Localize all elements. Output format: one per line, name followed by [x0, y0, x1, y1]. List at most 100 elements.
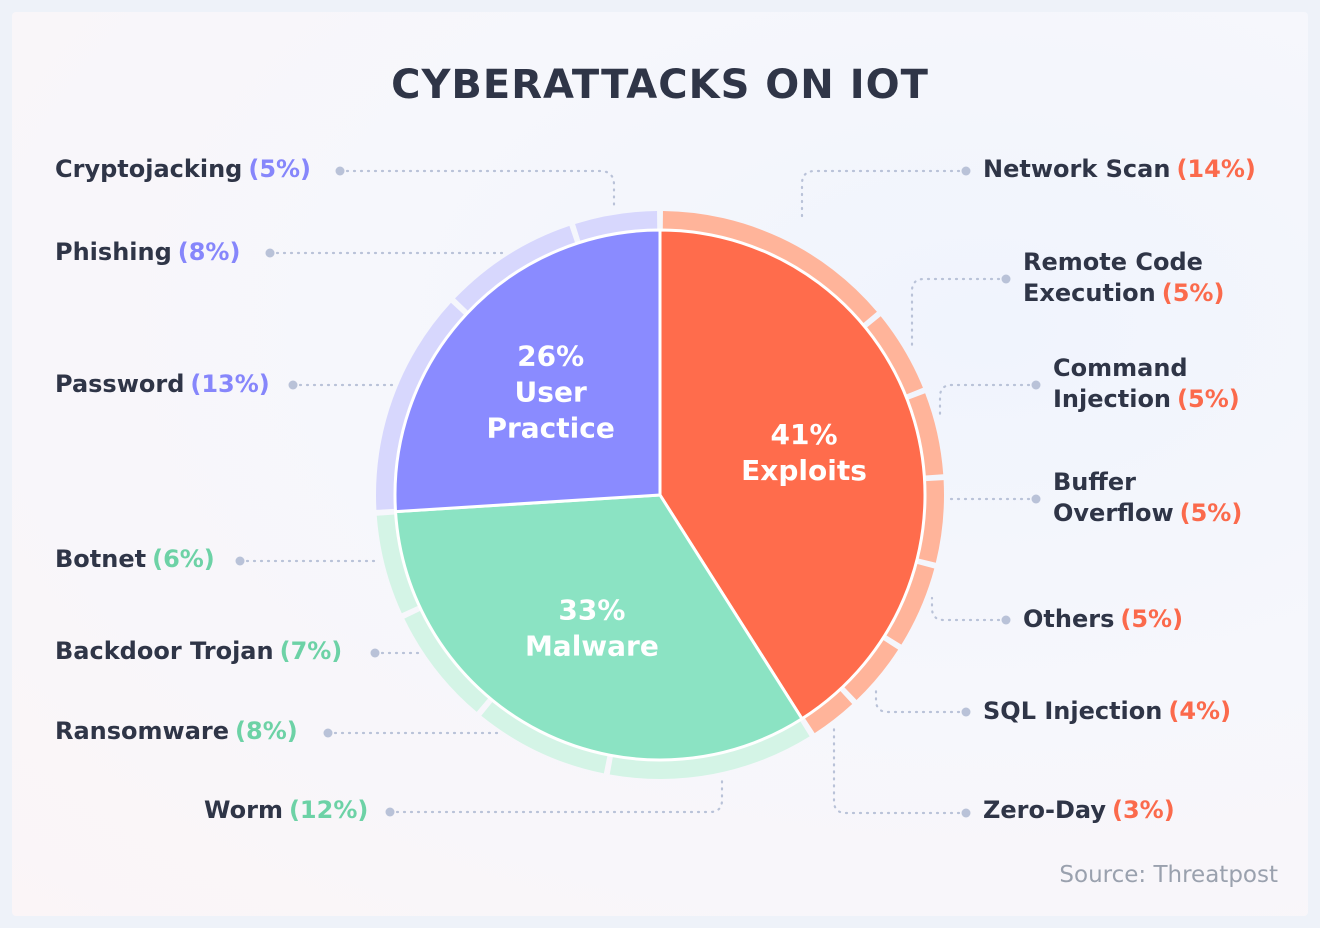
slice-label-line: 33%	[558, 594, 625, 627]
label-name: Worm	[204, 796, 283, 824]
label-name: SQL Injection	[983, 697, 1163, 725]
ring-segment-phishing	[455, 225, 576, 311]
leader-dot	[1031, 380, 1041, 390]
leader-dot	[1001, 274, 1011, 284]
label-pct: (5%)	[1161, 279, 1225, 307]
label-pct: (13%)	[190, 370, 270, 398]
leader-line	[910, 277, 1008, 347]
label-pct: (7%)	[279, 637, 343, 665]
label-phishing: Phishing (8%)	[55, 237, 240, 268]
slice-label-malware: 33% Malware	[525, 594, 659, 663]
label-name: Network Scan	[983, 155, 1171, 183]
label-name: Backdoor Trojan	[55, 637, 274, 665]
leader-dot	[1001, 615, 1011, 625]
label-password: Password (13%)	[55, 369, 270, 400]
slice-label-line: Practice	[486, 411, 614, 444]
ring-segment-password	[376, 302, 465, 510]
label-line2: Execution	[1023, 279, 1156, 307]
label-pct: (8%)	[235, 717, 298, 745]
leader-line	[832, 726, 968, 815]
ring-segment-zero-day	[804, 690, 853, 734]
label-botnet: Botnet (6%)	[55, 544, 215, 575]
label-pct: (5%)	[1179, 499, 1243, 527]
leader-line	[938, 383, 1038, 420]
leader-dot	[385, 807, 395, 817]
label-line1: Remote Code	[1023, 248, 1203, 276]
pie-slice-malware	[394, 493, 804, 762]
ring-segment-buffer-overflow	[918, 480, 944, 563]
label-pct: (5%)	[1177, 385, 1240, 413]
ring-segment-backdoor-trojan	[404, 610, 489, 712]
leader-dot	[288, 380, 298, 390]
slice-label-user-practice: 26% User Practice	[486, 339, 614, 444]
leader-line	[338, 169, 616, 207]
label-name: Others	[1023, 605, 1115, 633]
label-line2: Overflow	[1053, 499, 1174, 527]
ring-segment-botnet	[376, 514, 419, 614]
label-ransomware: Ransomware (8%)	[55, 716, 298, 747]
label-name: Botnet	[55, 545, 147, 573]
label-buffer-overflow: Buffer Overflow (5%)	[1053, 467, 1242, 529]
source-note: Source: Threatpost	[1059, 862, 1278, 888]
ring-segment-network-scan	[662, 211, 877, 324]
label-others: Others (5%)	[1023, 604, 1183, 635]
label-pct: (6%)	[152, 545, 215, 573]
label-sql-injection: SQL Injection (4%)	[983, 696, 1231, 727]
ring-segment-worm	[609, 721, 810, 779]
label-name: Ransomware	[55, 717, 230, 745]
label-pct: (14%)	[1176, 155, 1256, 183]
label-pct: (5%)	[248, 155, 312, 183]
leader-dot	[265, 248, 275, 258]
leader-dot	[961, 808, 971, 818]
category-labels: 41% Exploits 33% Malware 26% User Practice	[486, 339, 866, 662]
leader-line	[930, 596, 1008, 622]
slice-label-line: 26%	[517, 339, 584, 372]
slice-label-exploits: 41% Exploits	[741, 418, 867, 487]
pie-slice-exploits	[658, 228, 927, 721]
label-remote-code-execution: Remote Code Execution (5%)	[1023, 247, 1224, 309]
label-name: Password	[55, 370, 185, 398]
leader-line	[800, 169, 968, 222]
category-pie	[393, 228, 927, 762]
leader-dot	[335, 166, 345, 176]
leader-dot	[235, 556, 245, 566]
label-line1: Command	[1053, 354, 1188, 382]
leader-dot	[370, 648, 380, 658]
label-cryptojacking: Cryptojacking (5%)	[55, 154, 311, 185]
ring-segment-others	[886, 563, 935, 645]
slice-label-line: 41%	[771, 418, 838, 451]
label-pct: (3%)	[1112, 796, 1175, 824]
leader-line	[388, 778, 724, 814]
ring-segment-sql-injection	[844, 639, 899, 700]
label-worm: Worm (12%)	[204, 795, 368, 826]
leader-dot	[961, 707, 971, 717]
label-backdoor-trojan: Backdoor Trojan (7%)	[55, 636, 342, 667]
label-pct: (8%)	[177, 238, 241, 266]
ring-segment-remote-code-execution	[866, 316, 923, 395]
label-pct: (4%)	[1168, 697, 1232, 725]
leader-dot	[961, 166, 971, 176]
label-name: Phishing	[55, 238, 172, 266]
subcategory-ring	[376, 211, 944, 779]
ring-segment-ransomware	[481, 701, 608, 774]
leader-lines	[235, 166, 1041, 818]
label-line1: Buffer	[1053, 468, 1136, 496]
ring-segment-command-injection	[908, 393, 944, 476]
chart-title: CYBERATTACKS ON IOT	[391, 62, 929, 108]
label-zero-day: Zero-Day (3%)	[983, 795, 1175, 826]
label-name: Cryptojacking	[55, 155, 243, 183]
label-name: Zero-Day	[983, 796, 1106, 824]
label-pct: (12%)	[288, 796, 369, 824]
pie-slice-user-practice	[393, 228, 662, 514]
ring-segment-cryptojacking	[575, 211, 658, 242]
leader-dot	[323, 728, 333, 738]
label-line2: Injection	[1053, 385, 1172, 413]
slice-label-line: Malware	[525, 630, 659, 663]
slice-label-line: User	[515, 375, 587, 408]
slice-label-line: Exploits	[741, 454, 867, 487]
label-pct: (5%)	[1120, 605, 1184, 633]
label-network-scan: Network Scan (14%)	[983, 154, 1256, 185]
leader-dot	[1031, 494, 1041, 504]
leader-line	[874, 688, 968, 714]
